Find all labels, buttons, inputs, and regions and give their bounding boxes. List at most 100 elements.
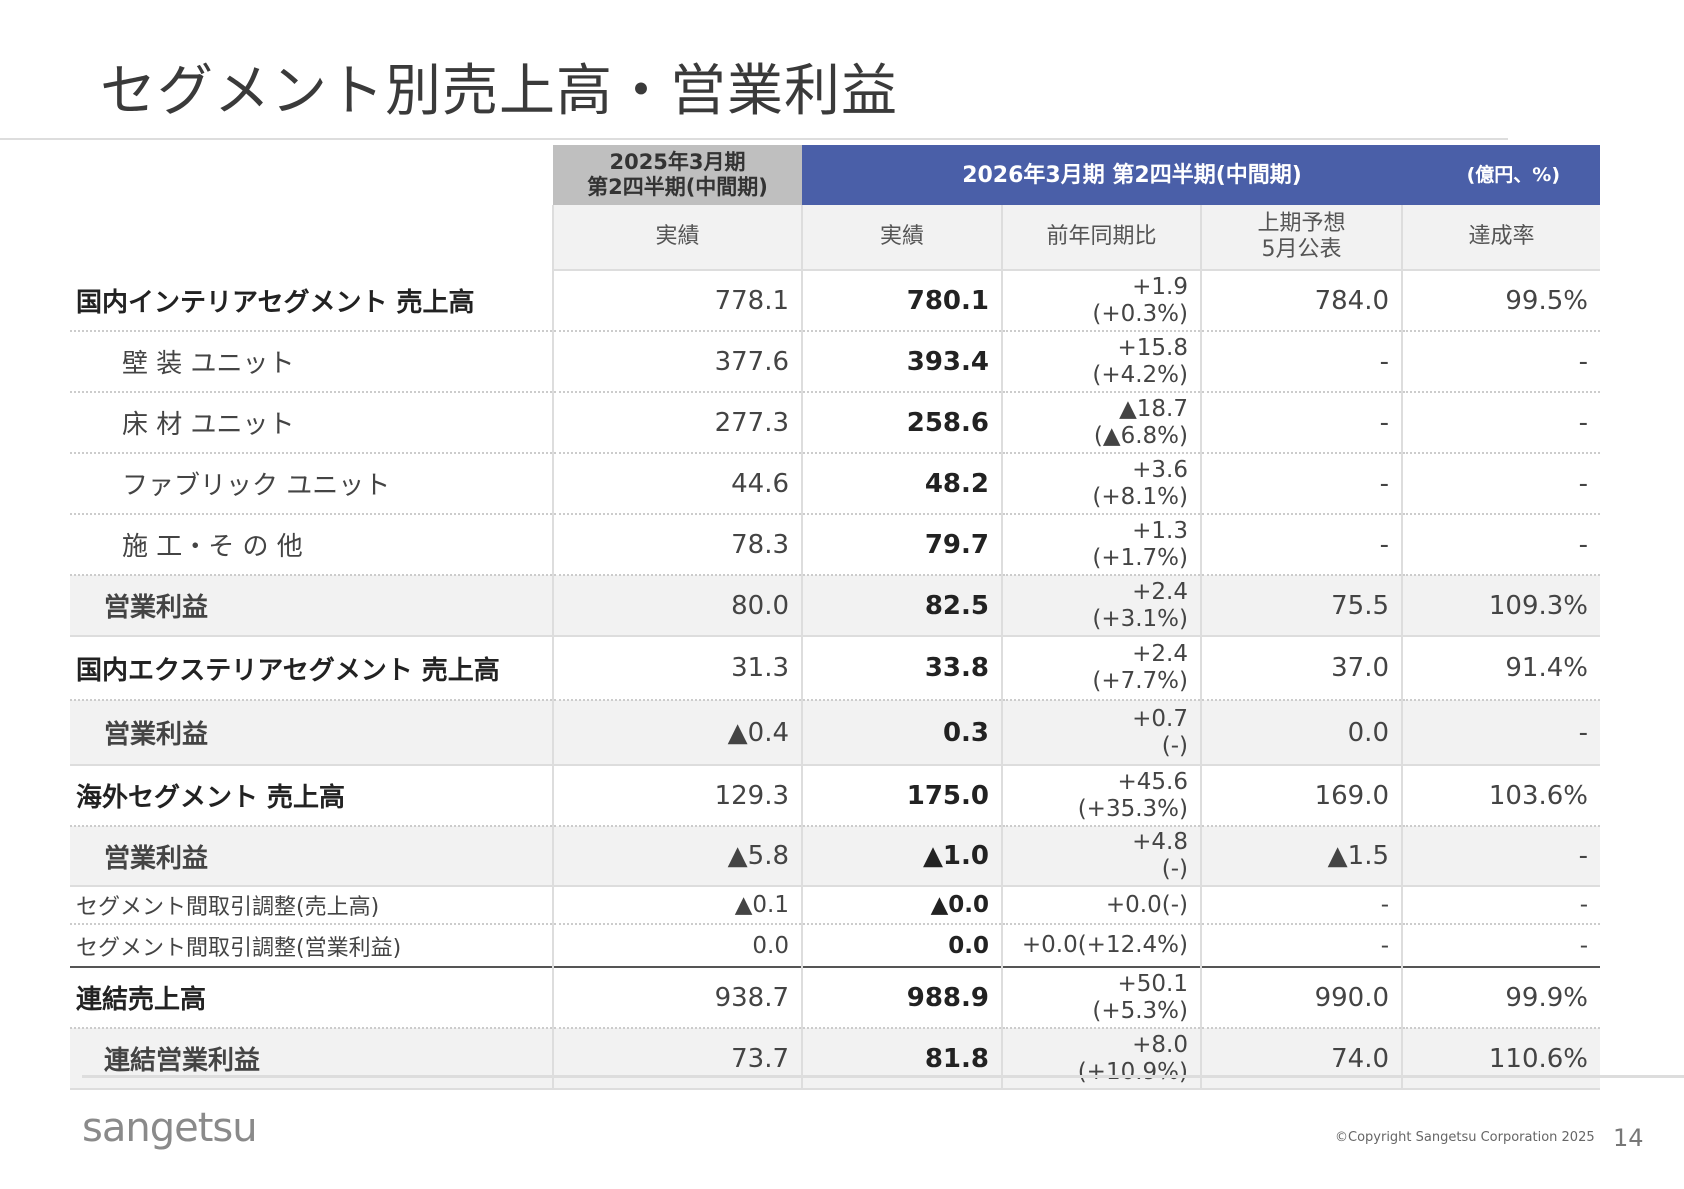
col-forecast: 上期予想 5月公表 [1200, 205, 1402, 271]
cell-prev: ▲5.8 [552, 826, 802, 887]
cell-label: 壁 装 ユニット [70, 331, 553, 393]
cell-cur: 780.1 [801, 270, 1002, 332]
table-row: セグメント間取引調整(営業利益) 0.0 0.0 +0.0(+12.4%) - - [70, 924, 1600, 968]
cell-rate: 110.6% [1401, 1028, 1600, 1090]
table-row: 国内インテリアセグメント 売上高 778.1 780.1 +1.9 (+0.3%) 78… [70, 270, 1600, 332]
segment-table: 2025年3月期 第2四半期(中間期) 2026年3月期 第2四半期(中間期) (… [70, 145, 1600, 1090]
cell-rate: 99.9% [1401, 966, 1600, 1029]
col-rate: 達成率 [1401, 205, 1600, 271]
cell-cur: ▲0.0 [801, 886, 1002, 925]
cell-yoy: +4.8 (-) [1001, 826, 1201, 887]
cell-prev: 73.7 [552, 1028, 802, 1090]
prev-period-header: 2025年3月期 第2四半期(中間期) [553, 145, 802, 205]
cell-forecast: 169.0 [1200, 765, 1402, 827]
table-row: 国内エクステリアセグメント 売上高 31.3 33.8 +2.4 (+7.7%) 37.… [70, 636, 1600, 701]
cell-prev: 778.1 [552, 270, 802, 332]
cell-forecast: - [1200, 886, 1402, 925]
cell-yoy: +15.8 (+4.2%) [1001, 331, 1201, 393]
cell-label: セグメント間取引調整(営業利益) [70, 924, 553, 968]
cell-rate: - [1401, 331, 1600, 393]
cell-cur: 81.8 [801, 1028, 1002, 1090]
cell-yoy: ▲18.7 (▲6.8%) [1001, 392, 1201, 454]
table-row: 施 工・そ の 他 78.3 79.7 +1.3 (+1.7%) - - [70, 514, 1600, 576]
cell-label: 海外セグメント 売上高 [70, 765, 553, 827]
table-row: ファブリック ユニット 44.6 48.2 +3.6 (+8.1%) - - [70, 453, 1600, 515]
cell-forecast: 75.5 [1200, 575, 1402, 637]
current-period-header: 2026年3月期 第2四半期(中間期) (億円、%) [802, 145, 1600, 205]
cell-label: 国内インテリアセグメント 売上高 [70, 270, 553, 332]
cell-label: 営業利益 [70, 826, 553, 887]
cell-cur: 988.9 [801, 966, 1002, 1029]
cell-forecast: - [1200, 392, 1402, 454]
cell-prev: ▲0.1 [552, 886, 802, 925]
col-cur-actual: 実績 [801, 205, 1002, 271]
cell-prev: 44.6 [552, 453, 802, 515]
cell-label: 施 工・そ の 他 [70, 514, 553, 576]
sangetsu-logo: sangetsu [82, 1105, 258, 1151]
cell-label: 営業利益 [70, 700, 553, 766]
cell-forecast: ▲1.5 [1200, 826, 1402, 887]
cell-rate: 99.5% [1401, 270, 1600, 332]
cell-label: 連結売上高 [70, 966, 553, 1029]
col-yoy: 前年同期比 [1001, 205, 1201, 271]
table-row: 壁 装 ユニット 377.6 393.4 +15.8 (+4.2%) - - [70, 331, 1600, 393]
cell-forecast: - [1200, 453, 1402, 515]
cell-yoy: +2.4 (+3.1%) [1001, 575, 1201, 637]
table-row: 海外セグメント 売上高 129.3 175.0 +45.6 (+35.3%) 169.0… [70, 765, 1600, 827]
table-row: 営業利益 ▲0.4 0.3 +0.7 (-) 0.0- [70, 700, 1600, 766]
cell-rate: - [1401, 392, 1600, 454]
cell-rate: 103.6% [1401, 765, 1600, 827]
cell-prev: ▲0.4 [552, 700, 802, 766]
cell-yoy: +0.7 (-) [1001, 700, 1201, 766]
table-row: 床 材 ユニット 277.3 258.6 ▲18.7 (▲6.8%) - - [70, 392, 1600, 454]
cell-rate: - [1401, 826, 1600, 887]
cell-label: 営業利益 [70, 575, 553, 637]
cell-rate: 91.4% [1401, 636, 1600, 701]
cell-cur: 258.6 [801, 392, 1002, 454]
cell-forecast: 784.0 [1200, 270, 1402, 332]
cell-rate: 109.3% [1401, 575, 1600, 637]
cell-yoy: +45.6 (+35.3%) [1001, 765, 1201, 827]
cell-forecast: 990.0 [1200, 966, 1402, 1029]
page-title: セグメント別売上高・営業利益 [100, 59, 898, 124]
current-period-label: 2026年3月期 第2四半期(中間期) [962, 162, 1302, 188]
cell-label: 国内エクステリアセグメント 売上高 [70, 636, 553, 701]
cell-prev: 377.6 [552, 331, 802, 393]
cell-cur: 175.0 [801, 765, 1002, 827]
cell-yoy: +50.1 (+5.3%) [1001, 966, 1201, 1029]
cell-cur: 393.4 [801, 331, 1002, 393]
cell-prev: 80.0 [552, 575, 802, 637]
cell-rate: - [1401, 924, 1600, 968]
cell-forecast: 74.0 [1200, 1028, 1402, 1090]
cell-label: セグメント間取引調整(売上高) [70, 886, 553, 925]
cell-cur: 0.3 [801, 700, 1002, 766]
table-row: 連結売上高 938.7 988.9 +50.1 (+5.3%) 990.0 99.9% [70, 966, 1600, 1029]
cell-forecast: 0.0 [1200, 700, 1402, 766]
cell-forecast: 37.0 [1200, 636, 1402, 701]
cell-forecast: - [1200, 331, 1402, 393]
cell-label: ファブリック ユニット [70, 453, 553, 515]
footer-divider [82, 1075, 1684, 1078]
table-row: 営業利益 ▲5.8 ▲1.0 +4.8 (-) ▲1.5- [70, 826, 1600, 887]
cell-cur: 82.5 [801, 575, 1002, 637]
cell-rate: - [1401, 453, 1600, 515]
cell-label: 連結営業利益 [70, 1028, 553, 1090]
copyright: ©Copyright Sangetsu Corporation 2025 [1335, 1130, 1595, 1145]
cell-yoy: +1.9 (+0.3%) [1001, 270, 1201, 332]
cell-cur: 0.0 [801, 924, 1002, 968]
cell-forecast: - [1200, 514, 1402, 576]
cell-label: 床 材 ユニット [70, 392, 553, 454]
cell-yoy: +0.0(+12.4%) [1001, 924, 1201, 968]
cell-cur: 79.7 [801, 514, 1002, 576]
table-row: 連結営業利益 73.7 81.8 +8.0 (+10.9%) 74.0 110.6% [70, 1028, 1600, 1090]
cell-prev: 129.3 [552, 765, 802, 827]
cell-yoy: +0.0(-) [1001, 886, 1201, 925]
table-row: セグメント間取引調整(売上高) ▲0.1 ▲0.0 +0.0(-) - - [70, 886, 1600, 925]
cell-prev: 31.3 [552, 636, 802, 701]
cell-prev: 78.3 [552, 514, 802, 576]
cell-cur: 48.2 [801, 453, 1002, 515]
cell-cur: 33.8 [801, 636, 1002, 701]
cell-prev: 938.7 [552, 966, 802, 1029]
cell-rate: - [1401, 700, 1600, 766]
cell-forecast: - [1200, 924, 1402, 968]
